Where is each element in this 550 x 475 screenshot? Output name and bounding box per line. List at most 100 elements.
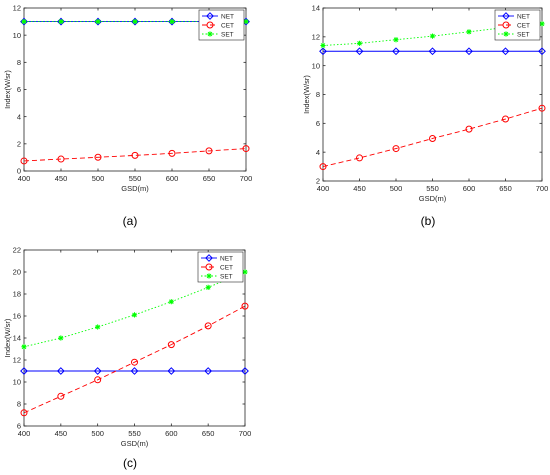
- x-tick-label: 500: [92, 174, 105, 183]
- legend-marker: [205, 254, 213, 262]
- y-axis-label: Index(W/sr): [302, 75, 311, 114]
- data-point-cet: [241, 302, 249, 310]
- data-point-net: [131, 17, 139, 26]
- panel-label: (a): [123, 214, 138, 228]
- data-point-cet: [204, 322, 212, 330]
- data-point-set: [58, 18, 64, 25]
- data-point-set: [466, 29, 472, 35]
- x-tick-label: 650: [203, 174, 216, 183]
- data-point-cet: [57, 155, 65, 163]
- y-tick-label: 2: [316, 177, 320, 186]
- data-point-cet: [429, 134, 436, 142]
- x-tick-label: 400: [18, 429, 31, 438]
- panel-label: (c): [123, 456, 137, 470]
- x-tick-label: 600: [166, 174, 179, 183]
- legend-label: NET: [220, 256, 233, 263]
- y-tick-label: 12: [13, 356, 21, 365]
- data-point-cet: [131, 151, 139, 159]
- x-tick-label: 400: [317, 184, 330, 193]
- legend-label: SET: [221, 32, 234, 39]
- data-point-net: [167, 367, 176, 375]
- y-tick-label: 22: [13, 246, 21, 255]
- x-tick-label: 700: [239, 429, 252, 438]
- legend-marker: [503, 31, 509, 37]
- data-point-set: [205, 284, 211, 290]
- x-tick-label: 450: [353, 184, 366, 193]
- data-point-net: [93, 367, 102, 375]
- data-point-set: [429, 33, 436, 39]
- series-set: [21, 269, 248, 350]
- y-tick-label: 2: [17, 139, 21, 148]
- data-point-cet: [167, 341, 175, 349]
- y-axis-label: Index(W/sr): [3, 70, 12, 109]
- data-point-set: [21, 344, 27, 350]
- data-point-net: [501, 47, 510, 56]
- y-tick-label: 10: [312, 61, 320, 70]
- series-line-cet: [23, 305, 246, 414]
- data-point-cet: [465, 125, 473, 133]
- data-point-cet: [168, 149, 176, 157]
- x-tick-label: 650: [499, 184, 512, 193]
- series-cet: [20, 145, 250, 165]
- y-tick-label: 10: [13, 31, 21, 40]
- x-tick-label: 600: [165, 429, 178, 438]
- data-point-cet: [57, 392, 65, 400]
- data-point-set: [168, 299, 174, 305]
- legend: NET CET SET: [197, 251, 244, 283]
- x-tick-label: 450: [55, 174, 68, 183]
- series-cet: [319, 104, 546, 171]
- legend-box: [197, 251, 244, 283]
- legend-label: NET: [221, 14, 234, 21]
- data-point-net: [241, 367, 249, 375]
- data-point-net: [319, 47, 327, 56]
- y-tick-label: 10: [13, 378, 21, 387]
- legend-marker: [205, 263, 213, 271]
- data-point-net: [204, 367, 213, 375]
- data-point-cet: [205, 147, 213, 155]
- data-point-set: [539, 21, 545, 27]
- data-point-set: [169, 18, 175, 25]
- x-tick-label: 650: [202, 429, 215, 438]
- x-tick-label: 600: [463, 184, 476, 193]
- data-point-net: [168, 17, 176, 26]
- data-point-cet: [131, 358, 138, 366]
- legend-marker: [502, 21, 510, 29]
- legend: NET CET SET: [494, 9, 541, 41]
- data-point-cet: [94, 153, 102, 161]
- data-point-set: [320, 42, 326, 49]
- series-cet: [20, 302, 249, 417]
- data-point-set: [58, 335, 64, 341]
- data-point-net: [130, 367, 139, 375]
- legend-marker: [207, 31, 213, 37]
- data-point-cet: [94, 376, 102, 384]
- series-line-cet: [322, 107, 543, 168]
- data-point-set: [95, 324, 101, 330]
- y-tick-label: 0: [17, 167, 21, 176]
- x-tick-label: 700: [536, 184, 549, 193]
- x-tick-label: 550: [129, 174, 142, 183]
- y-tick-label: 6: [17, 85, 21, 94]
- y-tick-label: 4: [17, 112, 21, 121]
- y-tick-label: 18: [13, 290, 21, 299]
- x-tick-label: 500: [390, 184, 403, 193]
- y-tick-label: 20: [13, 268, 21, 277]
- data-point-set: [242, 269, 248, 275]
- data-point-set: [393, 37, 399, 43]
- y-tick-label: 4: [316, 148, 320, 157]
- data-point-net: [465, 47, 473, 56]
- data-point-net: [20, 17, 28, 26]
- data-point-cet: [502, 115, 509, 123]
- chart-panel-2: 400 450 500 550 600 650 700 2 4 6 8 10 12 14 GSD(m) Ind…: [302, 4, 548, 203]
- data-point-net: [392, 47, 400, 56]
- data-point-set: [243, 18, 249, 25]
- data-point-net: [57, 17, 65, 26]
- x-tick-label: 400: [18, 174, 31, 183]
- data-point-cet: [242, 145, 250, 153]
- x-tick-label: 550: [128, 429, 141, 438]
- legend-label: SET: [220, 274, 233, 281]
- legend-label: CET: [220, 265, 233, 272]
- data-point-set: [95, 18, 101, 25]
- data-point-set: [132, 18, 138, 25]
- data-point-cet: [356, 154, 363, 162]
